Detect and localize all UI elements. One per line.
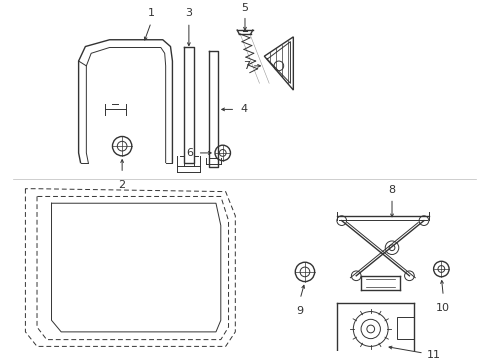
Text: 3: 3 [185,9,192,18]
Bar [396,318,413,339]
Text: 7: 7 [242,61,249,71]
Text: 10: 10 [435,303,449,313]
Text: 11: 11 [426,350,440,360]
Text: 9: 9 [296,306,303,316]
Text: 6: 6 [186,148,193,158]
Text: 2: 2 [118,180,125,190]
Text: 5: 5 [241,3,248,13]
Text: 1: 1 [147,9,154,18]
Text: 8: 8 [387,185,395,195]
Text: 4: 4 [240,104,247,114]
